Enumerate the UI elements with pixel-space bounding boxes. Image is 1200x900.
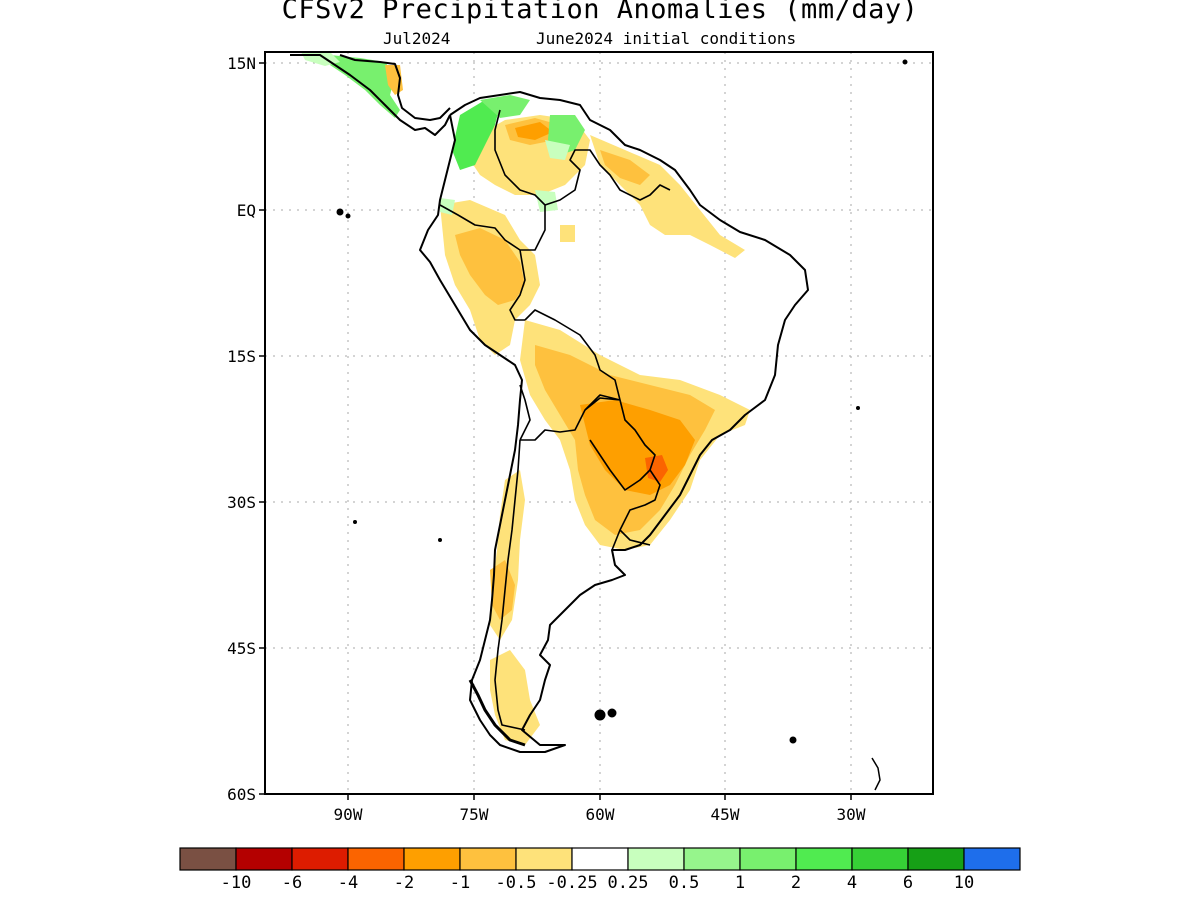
- shade-venezuela-hot: [515, 122, 553, 140]
- colorbar-label: -2: [394, 873, 414, 893]
- shade-parana-hot: [645, 455, 668, 482]
- forecast-month: Jul2024: [383, 29, 451, 48]
- colorbar: [179, 847, 1021, 871]
- shade-venezuela-light: [545, 140, 570, 160]
- chile-argentina-border: [494, 439, 526, 731]
- colorbar-label: 0.25: [608, 873, 649, 893]
- lon-tick-label: 60W: [586, 805, 615, 824]
- lat-tick-label: 30S: [227, 493, 256, 512]
- chile-island: [353, 520, 357, 524]
- colorbar-label: -4: [338, 873, 358, 893]
- colorbar-label: 0.5: [669, 873, 700, 893]
- galapagos-island: [345, 213, 351, 219]
- shade-amazon-spot: [560, 225, 575, 242]
- initial-conditions-label: June2024 initial conditions: [536, 29, 797, 48]
- lon-tick-label: 75W: [460, 805, 489, 824]
- axis-ticks: [259, 62, 852, 800]
- colorbar-label: -10: [221, 873, 252, 893]
- colorbar-label: 2: [791, 873, 801, 893]
- colorbar-label: -1: [450, 873, 470, 893]
- colorbar-swatch: [459, 847, 517, 871]
- longitude-labels: 90W 75W 60W 45W 30W: [334, 805, 866, 824]
- colorbar-swatch: [851, 847, 909, 871]
- colorbar-swatch: [795, 847, 853, 871]
- central-america-coast: [290, 54, 451, 136]
- latitude-labels: 15N EQ 15S 30S 45S 60S: [227, 54, 256, 804]
- colorbar-swatch: [347, 847, 405, 871]
- shade-colombia-green-light: [480, 95, 530, 118]
- negative-anomaly-shading: [440, 115, 750, 745]
- lon-tick-label: 30W: [837, 805, 866, 824]
- sandwich-islands: [871, 757, 881, 791]
- falkland-islands: [607, 708, 617, 718]
- colorbar-label: -0.25: [546, 873, 597, 893]
- lon-tick-label: 90W: [334, 805, 363, 824]
- galapagos-island: [336, 208, 344, 216]
- atlantic-island: [902, 59, 908, 65]
- colorbar-swatch: [235, 847, 293, 871]
- south-georgia: [789, 736, 797, 744]
- colorbar-swatch: [683, 847, 741, 871]
- lon-tick-label: 45W: [711, 805, 740, 824]
- colorbar-swatch: [515, 847, 573, 871]
- south-america-outline: [419, 91, 809, 753]
- chile-island: [438, 538, 442, 542]
- colorbar-swatch: [179, 847, 237, 871]
- colorbar-swatch: [739, 847, 797, 871]
- map-title: CFSv2 Precipitation Anomalies (mm/day): [281, 0, 919, 25]
- lat-tick-label: 15N: [227, 54, 256, 73]
- colorbar-label: 10: [954, 873, 974, 893]
- colorbar-labels: -10 -6 -4 -2 -1 -0.5 -0.25 0.25 0.5 1 2 4 6 10: [221, 873, 975, 893]
- colorbar-swatch: [907, 847, 965, 871]
- colorbar-label: -6: [282, 873, 302, 893]
- atlantic-island: [856, 406, 860, 410]
- lat-tick-label: 45S: [227, 639, 256, 658]
- falkland-islands: [594, 709, 606, 721]
- central-america-caribbean-coast: [339, 54, 451, 121]
- shade-colombia-green: [452, 100, 500, 170]
- lat-tick-label: EQ: [237, 201, 256, 220]
- colorbar-swatch: [627, 847, 685, 871]
- shade-amazon-light: [535, 190, 558, 212]
- islands: [336, 59, 908, 791]
- colorbar-swatch: [571, 847, 629, 871]
- shade-chile-core: [490, 560, 515, 620]
- colorbar-label: 1: [735, 873, 745, 893]
- colorbar-swatch: [963, 847, 1021, 871]
- shade-guianas: [590, 135, 745, 258]
- country-borders: [439, 109, 671, 551]
- colorbar-label: 6: [903, 873, 913, 893]
- lat-tick-label: 15S: [227, 347, 256, 366]
- colorbar-label: 4: [847, 873, 857, 893]
- shade-andes-north-inner: [455, 228, 525, 305]
- colorbar-swatch: [291, 847, 349, 871]
- tierra-del-fuego-archipelago: [468, 679, 526, 747]
- lat-tick-label: 60S: [227, 785, 256, 804]
- map-frame: [264, 51, 934, 795]
- colorbar-swatch: [403, 847, 461, 871]
- shade-guianas-inner: [600, 150, 650, 185]
- colorbar-label: -0.5: [496, 873, 537, 893]
- coastlines: [290, 54, 809, 753]
